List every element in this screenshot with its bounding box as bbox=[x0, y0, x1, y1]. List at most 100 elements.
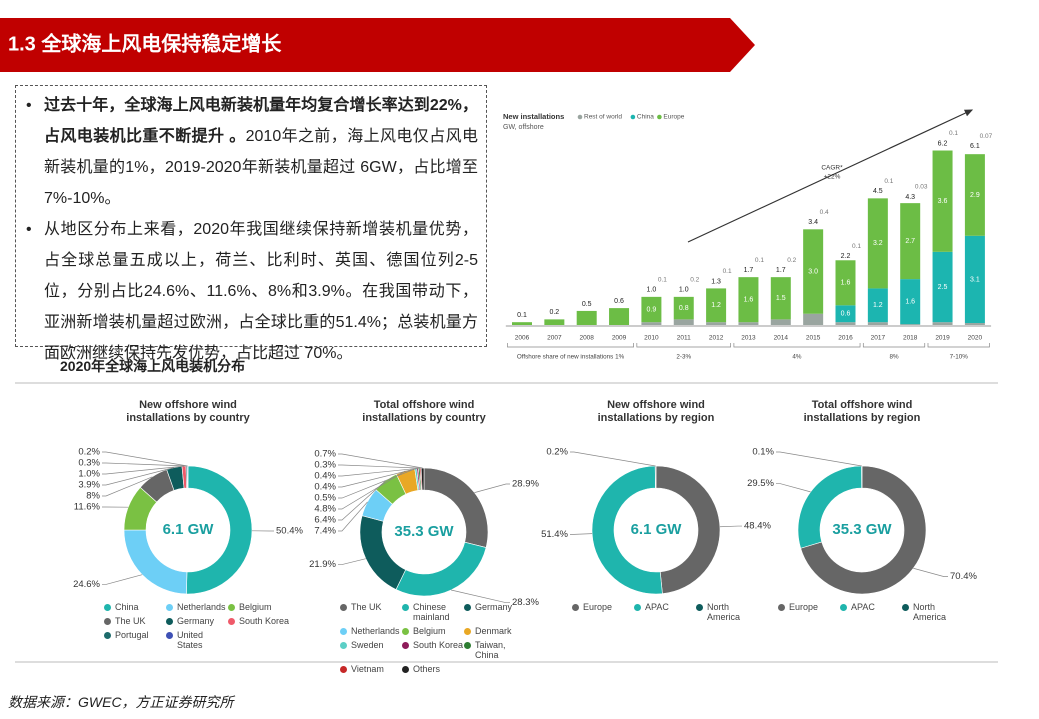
bar-segment bbox=[803, 313, 824, 325]
legend-item: The UK bbox=[340, 602, 402, 622]
legend-item: The UK bbox=[104, 616, 166, 626]
legend-label: Taiwan, China bbox=[475, 640, 506, 660]
x-tick-label: 2006 bbox=[515, 335, 530, 342]
legend-item: Chinese mainland bbox=[402, 602, 464, 622]
bar-segment bbox=[900, 279, 921, 325]
segment-label: 3.2 bbox=[873, 240, 883, 247]
donut-slice bbox=[655, 465, 721, 595]
bar-segment bbox=[932, 251, 953, 323]
legend-item: APAC bbox=[634, 602, 696, 622]
total-label: 0.5 bbox=[582, 301, 592, 308]
slice-label: 24.6% bbox=[73, 579, 100, 590]
legend-label: The UK bbox=[115, 616, 146, 626]
legend-label: Belgium bbox=[413, 626, 446, 636]
slice-label: 0.1% bbox=[752, 447, 774, 458]
x-tick-label: 2014 bbox=[774, 335, 789, 342]
legend-label: Belgium bbox=[239, 602, 272, 612]
share-label: 4% bbox=[792, 354, 802, 361]
header-title: 1.3 全球海上风电保持稳定增长 bbox=[8, 31, 282, 55]
total-label: 3.4 bbox=[808, 219, 818, 226]
leader-line bbox=[338, 558, 366, 565]
bar-segment bbox=[900, 324, 921, 325]
legend-item: Belgium bbox=[402, 626, 464, 636]
donut-slice bbox=[123, 529, 188, 595]
segment-label: 0.8 bbox=[679, 305, 689, 312]
leader-line bbox=[338, 468, 416, 499]
total-label: 1.0 bbox=[679, 287, 689, 294]
leader-line bbox=[338, 480, 386, 521]
bullet: 过去十年，全球海上风电新装机量年均复合增长率达到22%，占风电装机比重不断提升 … bbox=[26, 90, 478, 214]
segment-label: 0.2 bbox=[787, 257, 796, 264]
source: 数据来源：GWEC，方正证券研究所 bbox=[8, 694, 234, 710]
x-tick-label: 2011 bbox=[677, 335, 691, 342]
center-label: 35.3 GW bbox=[394, 523, 454, 540]
bar-segment bbox=[867, 322, 888, 325]
legend-item: Portugal bbox=[104, 630, 166, 650]
center-label: 6.1 GW bbox=[631, 521, 683, 538]
total-label: 4.3 bbox=[905, 194, 915, 201]
slice-label: 1.0% bbox=[78, 469, 100, 480]
slice-label: 3.9% bbox=[78, 480, 100, 491]
x-tick-label: 2008 bbox=[579, 335, 594, 342]
legend-label: Europe bbox=[583, 602, 613, 612]
share-label: Offshore share of new installations 1% bbox=[517, 354, 625, 361]
annotation: CAGR* bbox=[821, 165, 843, 172]
legend-item: Germany bbox=[464, 602, 526, 622]
legend-item: South Korea bbox=[228, 616, 290, 626]
slice-label: 28.9% bbox=[512, 479, 539, 490]
slice-label: 51.4% bbox=[541, 529, 568, 540]
total-label: 4.5 bbox=[873, 188, 883, 195]
segment-label: 3.0 bbox=[808, 268, 818, 275]
segment-label: 0.4 bbox=[820, 209, 829, 216]
legend-label: Rest of world bbox=[584, 114, 622, 121]
segment-label: 0.9 bbox=[647, 306, 657, 313]
segment-label: 1.6 bbox=[905, 298, 915, 305]
legend-dot bbox=[402, 641, 409, 649]
total-label: 1.0 bbox=[647, 287, 657, 294]
x-tick-label: 2016 bbox=[838, 335, 853, 342]
segment-label: 3.1 bbox=[970, 276, 980, 283]
donut-slice bbox=[186, 465, 253, 595]
bar-segment bbox=[512, 322, 532, 325]
bullet-bold-text: 过去十年，全球海上风电新装机量年均复合增长率达到22%，占风电装机比重不断提升 … bbox=[44, 97, 478, 145]
text-box: 过去十年，全球海上风电新装机量年均复合增长率达到22%，占风电装机比重不断提升 … bbox=[15, 85, 487, 362]
legend-dot bbox=[402, 665, 409, 673]
legend-dot bbox=[464, 641, 471, 649]
share-label: 7-10% bbox=[950, 354, 969, 361]
bullet-text: 2010年之前，海上风电仅占风电新装机量的1%，2019-2020年新装机量超过… bbox=[44, 128, 478, 207]
x-tick-label: 2019 bbox=[935, 335, 950, 342]
segment-label: 1.2 bbox=[873, 302, 883, 309]
legend: China Netherlands Belgium The UK Germany Sout… bbox=[104, 602, 290, 650]
total-label: 6.1 bbox=[970, 143, 980, 150]
cagr-arrow bbox=[687, 109, 974, 243]
total-label: 1.3 bbox=[711, 278, 721, 285]
bar-segment bbox=[641, 322, 662, 325]
leader-line bbox=[338, 501, 368, 532]
slice-label: 6.4% bbox=[314, 515, 336, 526]
total-label: 1.7 bbox=[776, 267, 786, 274]
slice-label: 48.4% bbox=[744, 521, 771, 532]
slice-label: 28.3% bbox=[512, 597, 539, 608]
legend-item: Sweden bbox=[340, 640, 402, 660]
leader-line bbox=[338, 464, 421, 469]
leader-line bbox=[338, 470, 406, 510]
bar-segment bbox=[964, 154, 985, 236]
legend-dot bbox=[634, 603, 641, 611]
leader-line bbox=[474, 483, 510, 493]
segment-label: 1.6 bbox=[744, 297, 754, 304]
slice-label: 0.2% bbox=[546, 447, 568, 458]
legend-label: APAC bbox=[851, 602, 875, 612]
legend: Europe APAC North America bbox=[572, 602, 758, 622]
segment-label: 1.5 bbox=[776, 295, 786, 302]
legend-dot bbox=[166, 617, 173, 625]
x-tick-label: 2020 bbox=[968, 335, 983, 342]
legend-dot bbox=[464, 627, 471, 635]
legend-label: China bbox=[637, 114, 654, 121]
slice-label: 70.4% bbox=[950, 571, 977, 582]
bar-segment bbox=[900, 203, 921, 280]
leader-line bbox=[102, 465, 185, 475]
share-label: 2-3% bbox=[676, 354, 691, 361]
bar-segment bbox=[803, 229, 824, 314]
